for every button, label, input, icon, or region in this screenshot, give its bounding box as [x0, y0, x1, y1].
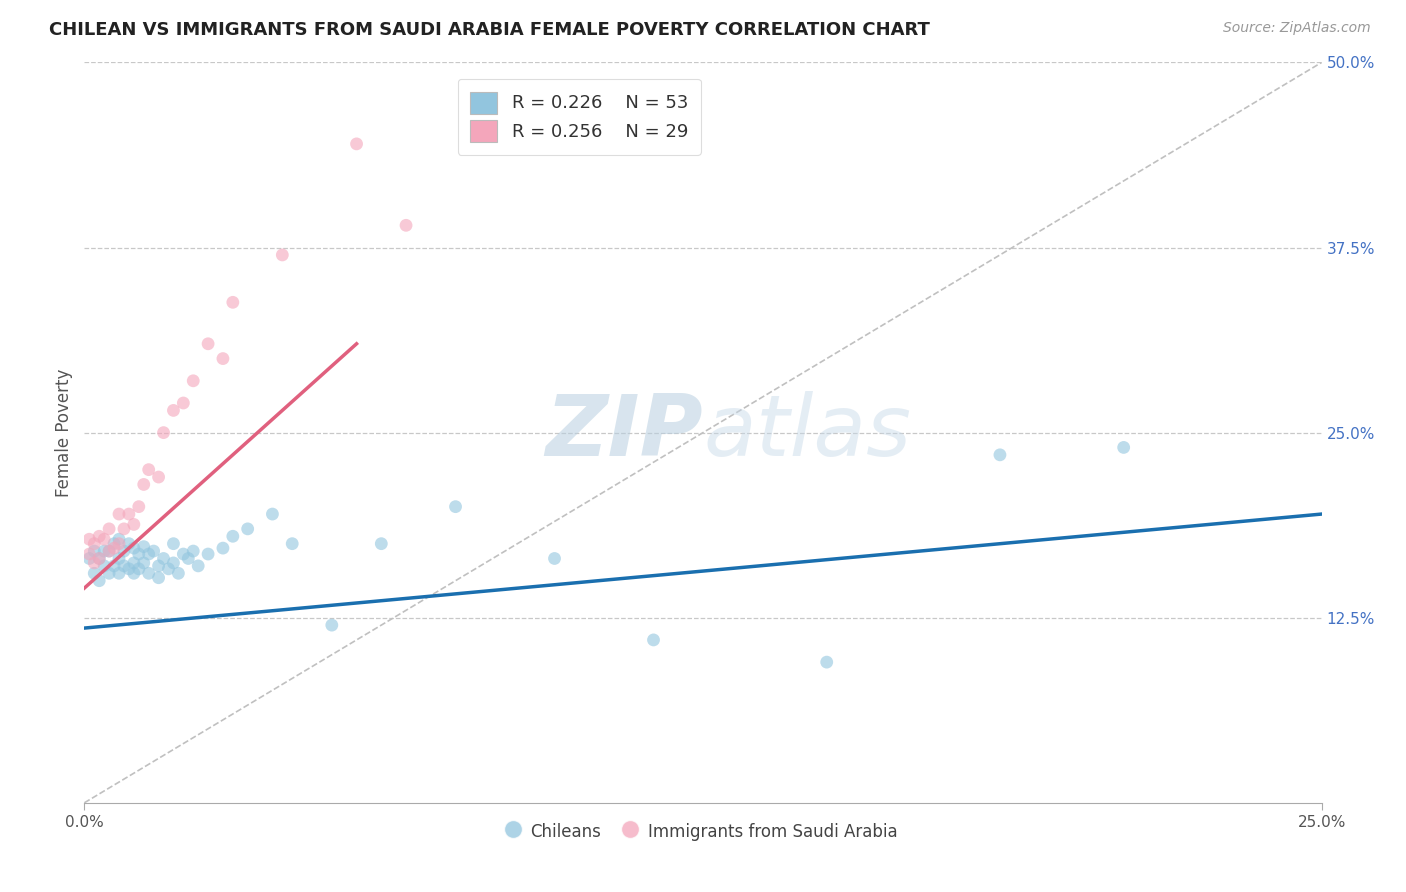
Point	[222, 529, 245, 543]
Point	[128, 500, 150, 514]
Point	[157, 562, 180, 576]
Point	[148, 470, 170, 484]
Point	[138, 547, 160, 561]
Point	[83, 536, 105, 550]
Point	[142, 544, 165, 558]
Point	[187, 558, 209, 573]
Point	[98, 544, 121, 558]
Point	[108, 533, 131, 547]
Point	[122, 566, 145, 581]
Legend: Chileans, Immigrants from Saudi Arabia: Chileans, Immigrants from Saudi Arabia	[501, 813, 905, 850]
Point	[112, 522, 135, 536]
Point	[162, 536, 184, 550]
Point	[181, 374, 204, 388]
Point	[346, 136, 368, 151]
Point	[222, 295, 245, 310]
Point	[128, 562, 150, 576]
Point	[89, 551, 111, 566]
Point	[108, 551, 131, 566]
Point	[162, 556, 184, 570]
Y-axis label: Female Poverty: Female Poverty	[55, 368, 73, 497]
Point	[108, 566, 131, 581]
Point	[370, 536, 392, 550]
Point	[271, 248, 294, 262]
Point	[138, 462, 160, 476]
Point	[98, 566, 121, 581]
Text: CHILEAN VS IMMIGRANTS FROM SAUDI ARABIA FEMALE POVERTY CORRELATION CHART: CHILEAN VS IMMIGRANTS FROM SAUDI ARABIA …	[49, 21, 931, 38]
Point	[167, 566, 190, 581]
Point	[118, 536, 141, 550]
Point	[152, 425, 174, 440]
Point	[444, 500, 467, 514]
Point	[197, 336, 219, 351]
Point	[103, 536, 125, 550]
Point	[132, 477, 155, 491]
Point	[321, 618, 343, 632]
Text: atlas: atlas	[703, 391, 911, 475]
Point	[128, 547, 150, 561]
Point	[148, 571, 170, 585]
Point	[212, 351, 235, 366]
Point	[281, 536, 304, 550]
Point	[103, 558, 125, 573]
Point	[112, 544, 135, 558]
Point	[197, 547, 219, 561]
Text: ZIP: ZIP	[546, 391, 703, 475]
Point	[212, 541, 235, 555]
Point	[98, 522, 121, 536]
Point	[1112, 441, 1135, 455]
Point	[79, 551, 101, 566]
Point	[93, 558, 115, 573]
Point	[108, 536, 131, 550]
Point	[815, 655, 838, 669]
Point	[103, 541, 125, 555]
Point	[152, 551, 174, 566]
Point	[543, 551, 565, 566]
Point	[236, 522, 259, 536]
Point	[98, 544, 121, 558]
Point	[181, 544, 204, 558]
Point	[122, 517, 145, 532]
Point	[122, 556, 145, 570]
Point	[118, 507, 141, 521]
Text: Source: ZipAtlas.com: Source: ZipAtlas.com	[1223, 21, 1371, 35]
Point	[132, 540, 155, 554]
Point	[93, 544, 115, 558]
Point	[79, 533, 101, 547]
Point	[112, 558, 135, 573]
Point	[89, 551, 111, 566]
Point	[118, 562, 141, 576]
Point	[138, 566, 160, 581]
Point	[83, 566, 105, 581]
Point	[148, 558, 170, 573]
Point	[83, 544, 105, 558]
Point	[643, 632, 665, 647]
Point	[83, 556, 105, 570]
Point	[162, 403, 184, 417]
Point	[89, 574, 111, 588]
Point	[89, 529, 111, 543]
Point	[93, 533, 115, 547]
Point	[172, 396, 194, 410]
Point	[79, 547, 101, 561]
Point	[108, 507, 131, 521]
Point	[132, 556, 155, 570]
Point	[262, 507, 284, 521]
Point	[172, 547, 194, 561]
Point	[122, 541, 145, 555]
Point	[988, 448, 1011, 462]
Point	[177, 551, 200, 566]
Point	[395, 219, 418, 233]
